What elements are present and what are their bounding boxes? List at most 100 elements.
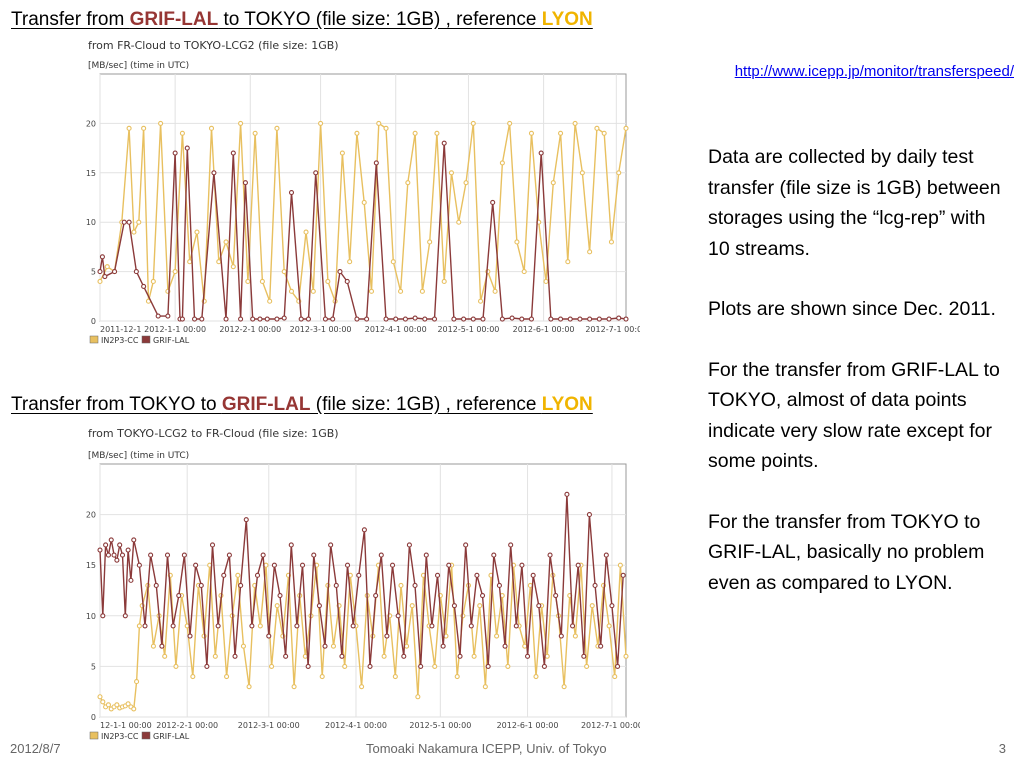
data-point (608, 239, 615, 245)
data-point (104, 264, 110, 270)
legend-label: IN2P3-CC (101, 336, 139, 345)
data-point (538, 150, 544, 156)
data-point (456, 219, 462, 225)
data-point (133, 269, 139, 275)
data-point (126, 125, 132, 131)
data-point (427, 239, 433, 245)
data-point (122, 613, 128, 619)
data-point (111, 269, 118, 275)
x-tick-label: 2012-5-1 00:00 (437, 325, 499, 334)
data-point (490, 199, 496, 205)
data-point (274, 316, 280, 322)
legend-label: IN2P3-CC (101, 732, 139, 741)
data-point (221, 572, 227, 578)
footer-author: Tomoaki Nakamura ICEPP, Univ. of Tokyo (366, 741, 607, 756)
data-point (162, 653, 168, 659)
data-point (347, 259, 353, 265)
data-point (187, 259, 193, 265)
data-point (281, 315, 287, 321)
data-point (356, 572, 362, 578)
data-point (126, 219, 132, 225)
monitor-link[interactable]: http://www.icepp.jp/monitor/transferspee… (734, 63, 1014, 80)
data-point (519, 316, 525, 322)
data-point (298, 316, 304, 322)
data-point (267, 298, 273, 304)
data-point (364, 316, 370, 322)
data-point (303, 229, 309, 235)
data-point (243, 517, 249, 523)
data-point (204, 663, 210, 669)
data-point (594, 125, 600, 131)
data-point (316, 603, 322, 609)
data-point (134, 679, 140, 685)
heading-grif-lal: GRIF-LAL (129, 9, 219, 30)
data-point (342, 663, 348, 669)
data-point (108, 537, 114, 543)
data-point (242, 180, 248, 186)
data-point (528, 130, 535, 136)
data-point (97, 278, 103, 285)
data-point (299, 562, 306, 568)
x-tick-label: 2011-12-1 (100, 325, 141, 334)
legend-swatch (141, 335, 151, 344)
y-tick-label: 5 (91, 268, 96, 277)
data-point (463, 180, 469, 186)
data-point (193, 562, 199, 568)
data-point (240, 643, 247, 649)
data-point (431, 316, 438, 322)
data-point (254, 572, 261, 578)
data-point (499, 160, 505, 166)
data-point (184, 145, 190, 151)
data-point (383, 125, 389, 131)
data-point (514, 239, 520, 245)
chart-tokyo-to-fr: from TOKYO-LCG2 to FR-Cloud (file size: … (86, 427, 640, 741)
data-point (264, 316, 270, 322)
data-point (246, 684, 252, 690)
data-point (136, 562, 142, 568)
data-point (432, 663, 438, 669)
data-point (381, 653, 387, 659)
data-point (100, 699, 106, 705)
data-point (378, 552, 384, 558)
data-point (330, 316, 336, 322)
data-point (136, 623, 142, 629)
data-point (471, 653, 477, 659)
legend-label: GRIF-LAL (153, 336, 190, 345)
data-point (572, 120, 578, 126)
data-point (350, 623, 356, 629)
data-point (606, 623, 612, 629)
data-point (457, 653, 463, 659)
data-point (131, 229, 137, 235)
data-point (544, 653, 550, 659)
y-axis-label: [MB/sec] (time in UTC) (88, 61, 189, 71)
data-point (283, 653, 289, 659)
data-point (271, 562, 277, 568)
data-point (344, 278, 350, 285)
data-point (181, 552, 187, 558)
data-point (451, 603, 457, 609)
data-point (198, 582, 204, 588)
data-point (441, 278, 447, 285)
data-point (586, 512, 592, 518)
x-tick-label: 2012-3-1 00:00 (238, 721, 300, 730)
data-point (581, 653, 587, 659)
y-tick-label: 20 (86, 119, 96, 128)
data-point (209, 542, 216, 548)
data-point (294, 623, 300, 629)
data-point (389, 562, 396, 568)
data-point (451, 316, 457, 322)
data-point (561, 684, 567, 690)
data-point (337, 269, 343, 275)
data-point (536, 603, 542, 609)
data-point (592, 582, 598, 588)
data-point (159, 643, 165, 649)
x-tick-label: 2012-4-1 00:00 (325, 721, 387, 730)
data-point (589, 603, 595, 609)
data-point (570, 623, 576, 629)
data-point (412, 582, 418, 588)
data-point (223, 239, 229, 245)
data-point (564, 491, 570, 497)
data-point (505, 663, 511, 669)
data-point (617, 562, 623, 568)
x-tick-label: 2012-7-1 00:00 (585, 325, 640, 334)
